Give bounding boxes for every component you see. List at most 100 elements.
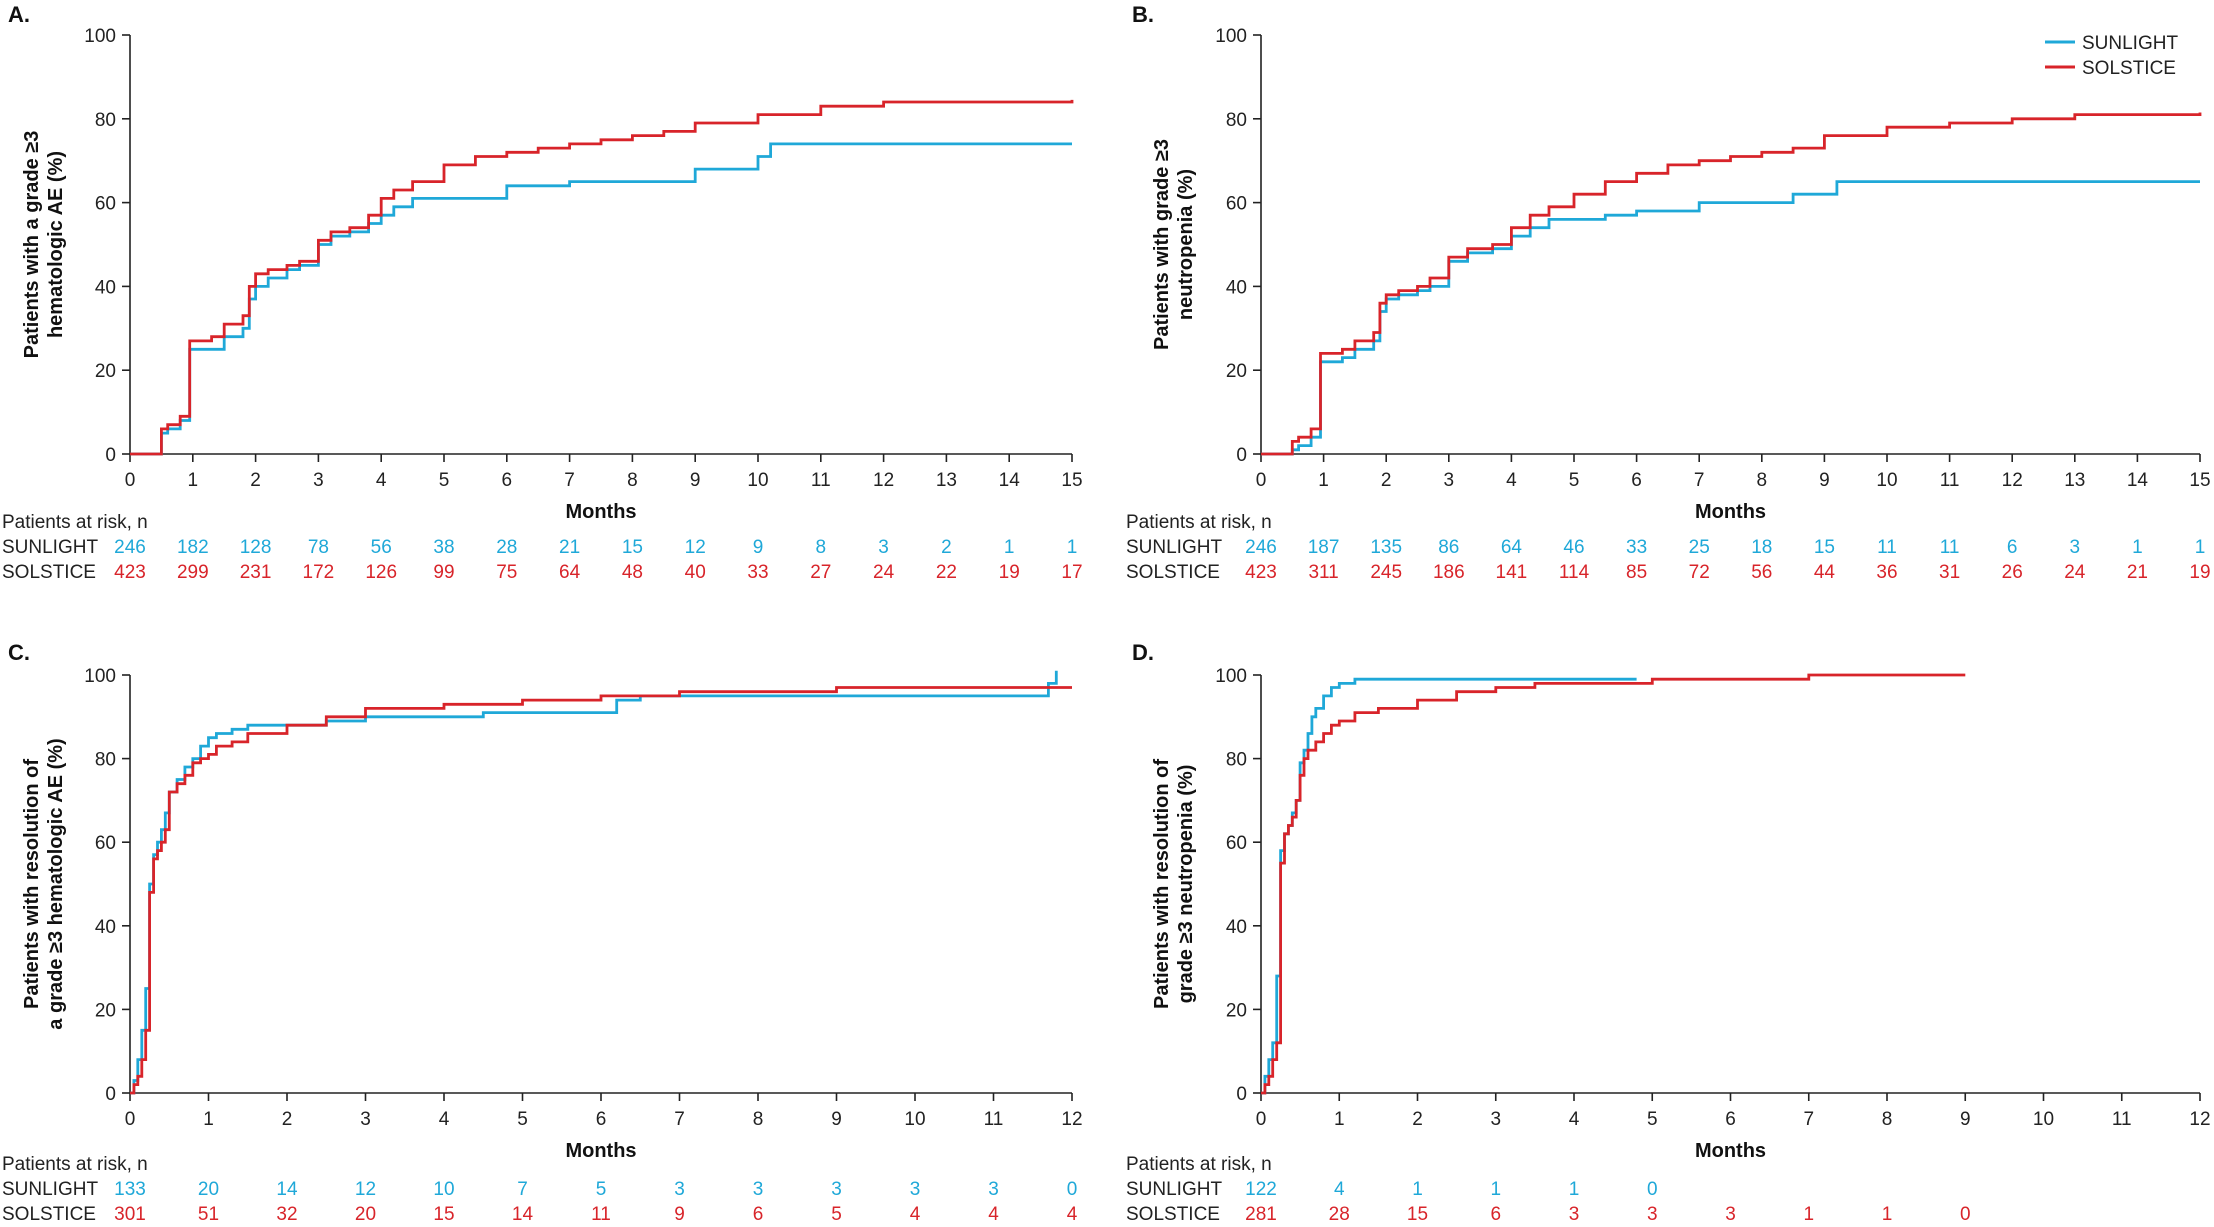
x-tick-label: 2 [1412,1109,1423,1130]
risk-value-solstice: 33 [747,562,768,583]
risk-value-solstice: 64 [559,562,581,583]
x-tick-label: 5 [517,1109,528,1130]
series-line-solstice [1261,112,2202,456]
risk-row-label-sunlight: SUNLIGHT [2,537,98,558]
risk-value-solstice: 40 [685,562,706,583]
y-tick-label: 0 [105,445,116,466]
risk-value-solstice: 9 [674,1204,685,1225]
risk-value-solstice: 31 [1939,562,1960,583]
x-tick-label: 2 [1381,470,1392,491]
risk-value-sunlight: 25 [1689,537,1710,558]
risk-value-solstice: 172 [303,562,335,583]
risk-value-sunlight: 12 [355,1179,376,1200]
risk-value-solstice: 186 [1433,562,1465,583]
risk-value-solstice: 423 [1245,562,1277,583]
risk-table-header: Patients at risk, n [2,512,148,533]
legend-label-sunlight: SUNLIGHT [2082,33,2178,54]
x-tick-label: 12 [1061,1109,1082,1130]
risk-value-solstice: 4 [910,1204,921,1225]
y-tick-label: 60 [95,833,116,854]
risk-value-sunlight: 8 [816,537,827,558]
risk-value-sunlight: 18 [1751,537,1772,558]
y-tick-label: 40 [95,917,116,938]
x-tick-label: 9 [1819,470,1830,491]
x-tick-label: 0 [125,1109,136,1130]
y-axis-label-line: hematologic AE (%) [45,151,67,338]
series-line-solstice [130,686,1072,1095]
x-tick-label: 11 [811,470,831,491]
risk-value-solstice: 19 [2189,562,2210,583]
x-axis-label: Months [565,501,636,523]
risk-value-sunlight: 0 [1067,1179,1078,1200]
risk-value-solstice: 75 [496,562,517,583]
x-tick-label: 15 [2189,470,2210,491]
x-tick-label: 7 [1694,470,1705,491]
y-tick-label: 20 [1226,1000,1247,1021]
risk-row-label-solstice: SOLSTICE [1126,562,1220,583]
risk-value-sunlight: 12 [685,537,706,558]
risk-value-solstice: 28 [1329,1204,1350,1225]
y-axis-label: Patients with a grade ≥3 hematologic AE (… [21,131,67,359]
risk-table-header: Patients at risk, n [1126,512,1272,533]
x-tick-label: 4 [1506,470,1517,491]
y-tick-label: 20 [95,361,116,382]
risk-value-solstice: 85 [1626,562,1647,583]
risk-value-sunlight: 135 [1370,537,1402,558]
x-tick-label: 10 [1876,470,1897,491]
y-tick-label: 100 [1215,26,1247,47]
x-tick-label: 1 [1334,1109,1345,1130]
x-tick-label: 8 [627,470,638,491]
y-tick-label: 100 [1215,666,1247,687]
y-axis-label-line: Patients with a grade ≥3 [21,131,43,359]
panel-label: B. [1132,2,1154,27]
risk-value-solstice: 141 [1496,562,1528,583]
series-line-solstice [130,99,1074,456]
y-tick-label: 80 [95,750,116,771]
x-tick-label: 0 [1256,1109,1267,1130]
y-axis-label: Patients with grade ≥3 neutropenia (%) [1151,139,1197,350]
risk-value-solstice: 44 [1814,562,1836,583]
y-tick-label: 80 [95,110,116,131]
x-tick-label: 9 [831,1109,842,1130]
risk-value-sunlight: 5 [596,1179,607,1200]
risk-value-solstice: 22 [936,562,957,583]
risk-value-sunlight: 3 [988,1179,999,1200]
risk-table-header: Patients at risk, n [2,1154,148,1175]
risk-value-sunlight: 133 [114,1179,146,1200]
x-axis-label: Months [1695,1140,1766,1162]
x-tick-label: 6 [502,470,513,491]
y-tick-label: 0 [105,1084,116,1105]
risk-value-sunlight: 78 [308,537,329,558]
y-tick-label: 0 [1236,1084,1247,1105]
risk-value-solstice: 3 [1647,1204,1658,1225]
x-tick-label: 2 [282,1109,293,1130]
x-tick-label: 5 [439,470,450,491]
y-tick-label: 0 [1236,445,1247,466]
x-tick-label: 4 [376,470,387,491]
x-tick-label: 1 [188,470,199,491]
risk-row-label-solstice: SOLSTICE [1126,1204,1220,1225]
series-line-sunlight [130,142,1072,456]
x-tick-label: 3 [360,1109,371,1130]
y-tick-label: 40 [1226,917,1247,938]
risk-value-solstice: 5 [831,1204,842,1225]
legend-label-solstice: SOLSTICE [2082,58,2176,79]
y-tick-label: 20 [1226,361,1247,382]
risk-value-solstice: 24 [873,562,895,583]
risk-value-sunlight: 86 [1438,537,1459,558]
x-tick-label: 4 [439,1109,450,1130]
x-tick-label: 0 [1256,470,1267,491]
y-axis-label-line: Patients with resolution of [1151,759,1173,1009]
risk-value-sunlight: 11 [1877,537,1897,558]
risk-value-sunlight: 187 [1308,537,1340,558]
risk-value-solstice: 26 [2002,562,2023,583]
risk-value-sunlight: 122 [1245,1179,1277,1200]
risk-value-solstice: 4 [988,1204,999,1225]
y-axis-label-line: Patients with resolution of [21,759,43,1009]
x-tick-label: 2 [250,470,261,491]
risk-value-solstice: 311 [1308,562,1338,583]
x-tick-label: 10 [2033,1109,2054,1130]
